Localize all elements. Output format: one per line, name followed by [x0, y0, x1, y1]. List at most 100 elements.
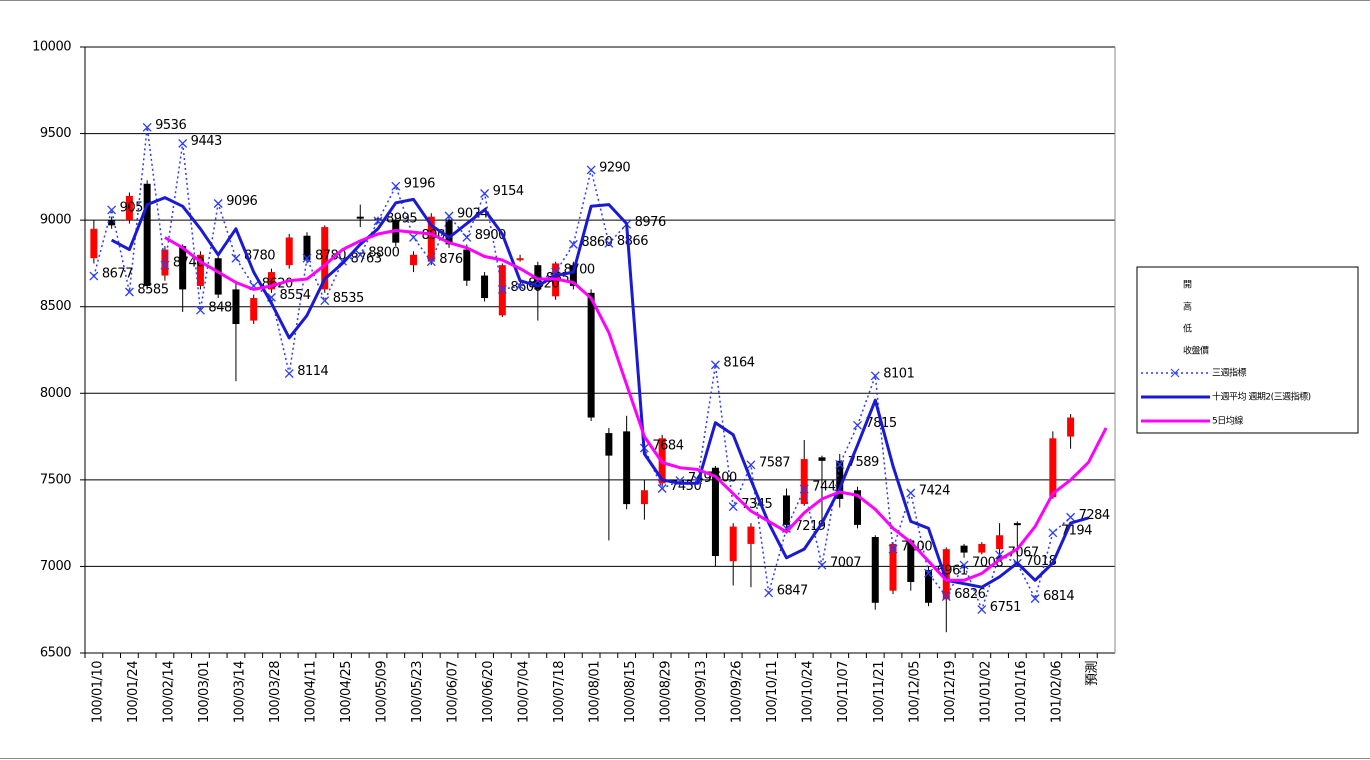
data-label: 8900 [475, 228, 506, 243]
candle-body [640, 490, 648, 505]
candle-body [427, 216, 435, 262]
data-label: 9443 [191, 134, 222, 149]
data-label: 8535 [333, 291, 364, 306]
x-marker [888, 544, 898, 554]
x-tick-label: 100/01/10 [90, 661, 105, 723]
candle-body [747, 526, 755, 544]
data-label: 8976 [635, 215, 666, 230]
x-marker [710, 360, 720, 370]
data-label: 6814 [1043, 589, 1074, 604]
x-marker [462, 232, 472, 242]
candle-body [889, 543, 897, 591]
x-marker [391, 181, 401, 191]
x-marker [1066, 512, 1076, 522]
x-marker [977, 605, 987, 615]
x-marker [817, 560, 827, 570]
data-label: 8114 [297, 364, 328, 379]
x-marker [924, 568, 933, 578]
data-label: 9290 [599, 160, 630, 175]
x-marker [284, 369, 294, 379]
x-marker [906, 488, 916, 498]
y-tick-label: 8000 [40, 386, 71, 401]
x-marker [178, 138, 188, 148]
x-tick-label: 100/06/07 [446, 661, 461, 723]
candle-body [942, 549, 950, 600]
candle-body [445, 220, 453, 245]
candle-body [854, 490, 861, 525]
candle-body [481, 275, 489, 299]
candle-body [267, 272, 275, 290]
x-tick-label: 100/02/14 [161, 661, 176, 723]
data-label: 8995 [386, 212, 417, 227]
x-marker [409, 232, 418, 242]
x-tick-label: 100/03/14 [232, 661, 247, 723]
candle-body [108, 220, 116, 226]
data-label: 8780 [244, 249, 275, 264]
candle-body [782, 495, 790, 525]
data-label: 8554 [279, 288, 310, 303]
candle-body [90, 228, 98, 259]
x-tick-label: 100/12/05 [907, 661, 922, 723]
candle-body [729, 526, 737, 562]
x-tick-label: 100/12/19 [943, 661, 958, 723]
candle-body [356, 216, 364, 219]
x-tick-label: 100/01/24 [126, 661, 141, 723]
y-tick-label: 10000 [32, 40, 71, 55]
x-marker [160, 260, 170, 270]
x-tick-label: 100/06/20 [481, 661, 496, 723]
x-marker [799, 484, 809, 494]
data-label: 8760 [439, 252, 470, 267]
data-label: 7424 [919, 484, 950, 499]
data-label: 9154 [493, 184, 524, 199]
data-label: 9196 [404, 177, 435, 192]
x-marker [195, 305, 205, 315]
x-tick-label: 100/10/24 [801, 661, 816, 723]
x-tick-label: 100/09/26 [730, 661, 745, 723]
x-tick-label: 100/05/23 [410, 661, 425, 723]
series-line [110, 196, 1089, 589]
x-tick-label: 100/11/21 [872, 661, 887, 723]
candle-body [818, 457, 826, 461]
candle-body [161, 249, 169, 276]
x-tick-label: 100/11/07 [836, 661, 851, 723]
x-tick-label: 100/04/11 [303, 661, 318, 723]
candle-body [996, 535, 1004, 550]
data-label: 7684 [652, 438, 683, 453]
x-tick-label: 100/08/29 [659, 661, 674, 723]
candle-body [800, 459, 808, 505]
x-tick-label: 100/07/04 [517, 661, 532, 723]
data-label: 8800 [368, 245, 399, 260]
x-marker [355, 250, 365, 260]
data-label: 8101 [883, 366, 914, 381]
y-tick-label: 9500 [40, 126, 71, 141]
x-marker [497, 284, 507, 294]
x-marker [568, 239, 578, 249]
x-tick-label: 100/05/09 [375, 661, 390, 723]
candle-body [321, 227, 329, 290]
x-tick-label: 預測 [1085, 661, 1100, 686]
x-marker [89, 271, 99, 281]
x-tick-label: 101/01/02 [978, 661, 993, 723]
data-label: 6826 [954, 587, 985, 602]
x-tick-label: 101/01/16 [1014, 661, 1029, 723]
candle-body [125, 195, 133, 221]
y-tick-label: 6500 [40, 646, 71, 661]
candle-body [871, 536, 879, 603]
x-marker [959, 560, 969, 570]
x-tick-label: 100/04/25 [339, 661, 354, 723]
x-marker [213, 199, 223, 208]
x-marker [853, 420, 862, 430]
x-tick-label: 100/09/13 [694, 661, 709, 723]
legend-marker [1170, 368, 1180, 378]
x-marker [515, 281, 525, 291]
x-marker [142, 122, 152, 132]
candle-body [960, 545, 968, 553]
candle-body [1067, 417, 1075, 437]
y-tick-label: 9000 [40, 213, 71, 228]
candle-body [623, 431, 631, 505]
candle-body [587, 292, 595, 418]
legend-label: 三週指標 [1212, 367, 1247, 379]
legend-label: 5日均線 [1212, 415, 1243, 427]
